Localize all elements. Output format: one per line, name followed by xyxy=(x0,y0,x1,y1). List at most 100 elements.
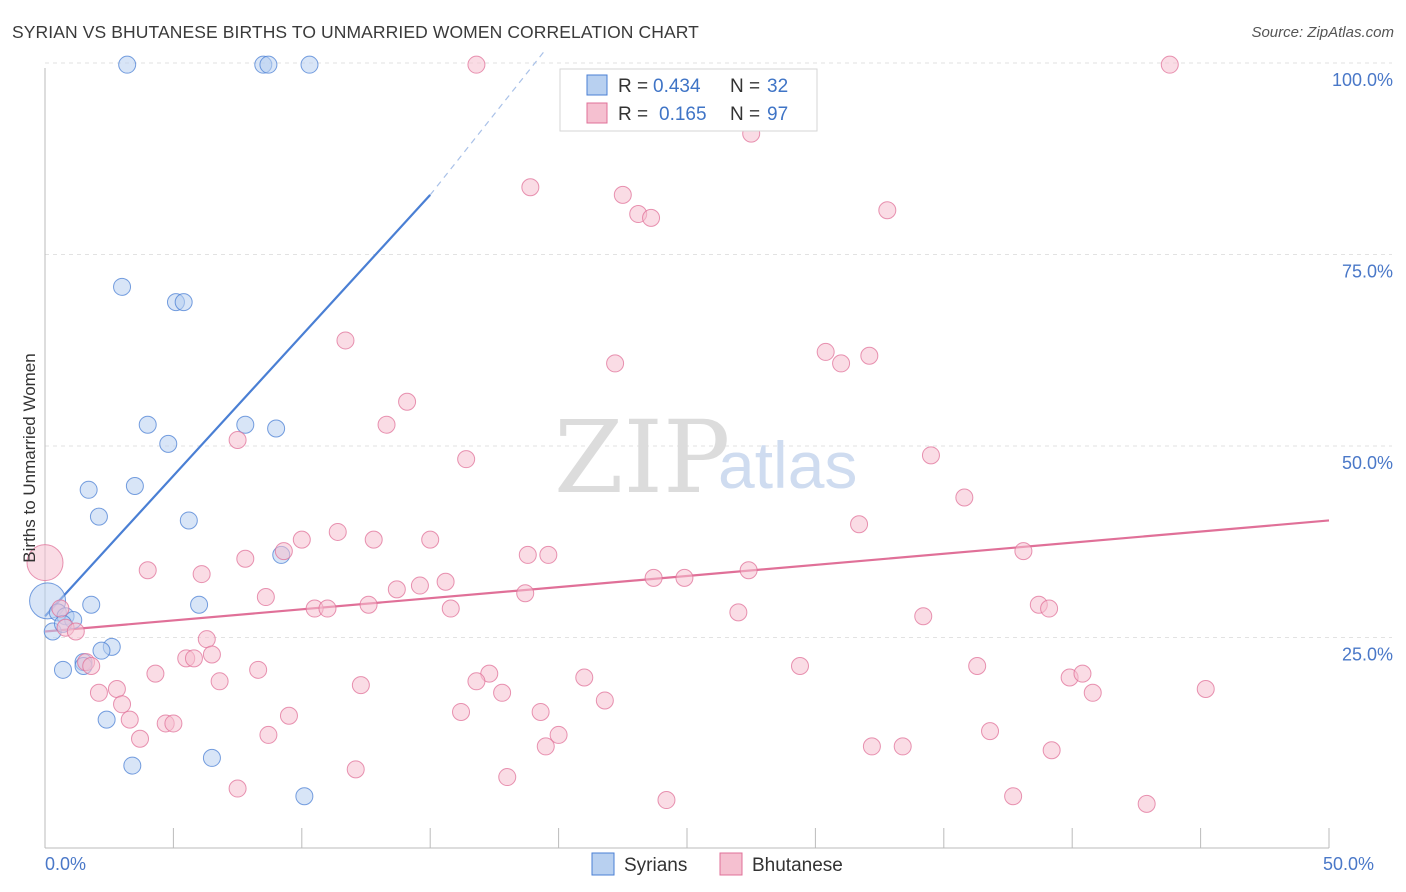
point-syrians xyxy=(295,787,314,806)
point-bhutanese xyxy=(436,572,455,591)
point-bhutanese xyxy=(521,178,540,197)
point-bhutanese xyxy=(850,515,869,534)
point-bhutanese xyxy=(893,737,912,756)
point-bhutanese xyxy=(657,791,676,810)
point-bhutanese xyxy=(493,683,512,702)
point-syrians xyxy=(202,748,221,767)
point-syrians xyxy=(92,641,111,660)
point-bhutanese xyxy=(498,768,517,787)
point-bhutanese xyxy=(516,584,535,603)
point-bhutanese xyxy=(346,760,365,779)
point-bhutanese xyxy=(351,676,370,695)
point-bhutanese xyxy=(202,645,221,664)
point-syrians xyxy=(113,277,132,296)
point-bhutanese xyxy=(595,691,614,710)
point-bhutanese xyxy=(146,664,165,683)
trendlines xyxy=(44,48,1330,633)
point-bhutanese xyxy=(1083,683,1102,702)
point-bhutanese xyxy=(113,695,132,714)
point-bhutanese xyxy=(131,729,150,748)
point-bhutanese xyxy=(860,346,879,365)
series-legend: Syrians Bhutanese xyxy=(591,852,843,876)
point-bhutanese xyxy=(1014,542,1033,561)
legend-label-syrians: Syrians xyxy=(624,855,687,876)
point-bhutanese xyxy=(228,779,247,798)
point-bhutanese xyxy=(259,725,278,744)
tick-labels: 0.0% 50.0% 25.0% 50.0% 75.0% 100.0% xyxy=(45,70,1393,874)
point-bhutanese xyxy=(644,568,663,587)
point-syrians xyxy=(267,419,286,438)
point-bhutanese xyxy=(107,679,126,698)
point-bhutanese xyxy=(518,545,537,564)
y-tick-label: 100.0% xyxy=(1332,70,1393,90)
point-bhutanese xyxy=(328,522,347,541)
point-bhutanese xyxy=(467,672,486,691)
watermark-zip: ZIP xyxy=(554,399,730,516)
bhutanese-n-value: 97 xyxy=(767,104,788,125)
point-bhutanese xyxy=(878,201,897,220)
point-bhutanese xyxy=(26,544,64,582)
point-bhutanese xyxy=(790,656,809,675)
point-bhutanese xyxy=(197,630,216,649)
point-bhutanese xyxy=(89,683,108,702)
point-syrians xyxy=(125,476,144,495)
point-bhutanese xyxy=(729,603,748,622)
point-bhutanese xyxy=(120,710,139,729)
legend-swatch-syrians xyxy=(591,852,615,876)
point-bhutanese xyxy=(1004,787,1023,806)
point-syrians xyxy=(118,55,137,74)
point-bhutanese xyxy=(1137,794,1156,813)
legend-swatch-bhutanese xyxy=(719,852,743,876)
point-bhutanese xyxy=(613,185,632,204)
y-tick-label: 75.0% xyxy=(1342,262,1393,282)
point-syrians xyxy=(53,660,72,679)
point-bhutanese xyxy=(279,706,298,725)
y-tick-label: 25.0% xyxy=(1342,645,1393,665)
point-bhutanese xyxy=(249,660,268,679)
trendline-syrians xyxy=(44,194,432,617)
point-syrians xyxy=(79,480,98,499)
point-bhutanese xyxy=(642,208,661,227)
point-bhutanese xyxy=(82,656,101,675)
syrians-legend-swatch xyxy=(586,74,608,96)
point-syrians xyxy=(89,507,108,526)
point-bhutanese xyxy=(292,530,311,549)
axes xyxy=(44,68,1330,849)
syrians-n-value: 32 xyxy=(767,76,788,97)
point-bhutanese xyxy=(359,595,378,614)
point-bhutanese xyxy=(256,588,275,607)
point-bhutanese xyxy=(955,488,974,507)
point-bhutanese xyxy=(318,599,337,618)
watermark: ZIP atlas xyxy=(554,399,857,516)
point-bhutanese xyxy=(210,672,229,691)
point-bhutanese xyxy=(539,545,558,564)
point-bhutanese xyxy=(192,565,211,584)
point-bhutanese xyxy=(1042,741,1061,760)
watermark-atlas: atlas xyxy=(718,428,857,502)
point-bhutanese xyxy=(549,725,568,744)
syrians-r-value: 0.434 xyxy=(653,76,701,97)
point-bhutanese xyxy=(164,714,183,733)
stats-legend: R = 0.434 N = 32 R = 0.165 N = 97 xyxy=(559,68,818,132)
point-bhutanese xyxy=(1040,599,1059,618)
bhutanese-n-label: N = xyxy=(730,104,760,125)
point-bhutanese xyxy=(66,622,85,641)
point-bhutanese xyxy=(739,561,758,580)
point-bhutanese xyxy=(531,702,550,721)
point-bhutanese xyxy=(467,55,486,74)
point-syrians xyxy=(259,55,278,74)
point-bhutanese xyxy=(675,568,694,587)
point-bhutanese xyxy=(398,392,417,411)
bhutanese-legend-swatch xyxy=(586,102,608,124)
point-bhutanese xyxy=(138,561,157,580)
point-bhutanese xyxy=(421,530,440,549)
bhutanese-r-value: 0.165 xyxy=(659,104,707,125)
point-bhutanese xyxy=(51,599,70,618)
point-bhutanese xyxy=(536,737,555,756)
syrians-n-label: N = xyxy=(730,76,760,97)
point-syrians xyxy=(174,293,193,312)
point-syrians xyxy=(82,595,101,614)
chart-title: SYRIAN VS BHUTANESE BIRTHS TO UNMARRIED … xyxy=(12,22,699,42)
point-bhutanese xyxy=(410,576,429,595)
